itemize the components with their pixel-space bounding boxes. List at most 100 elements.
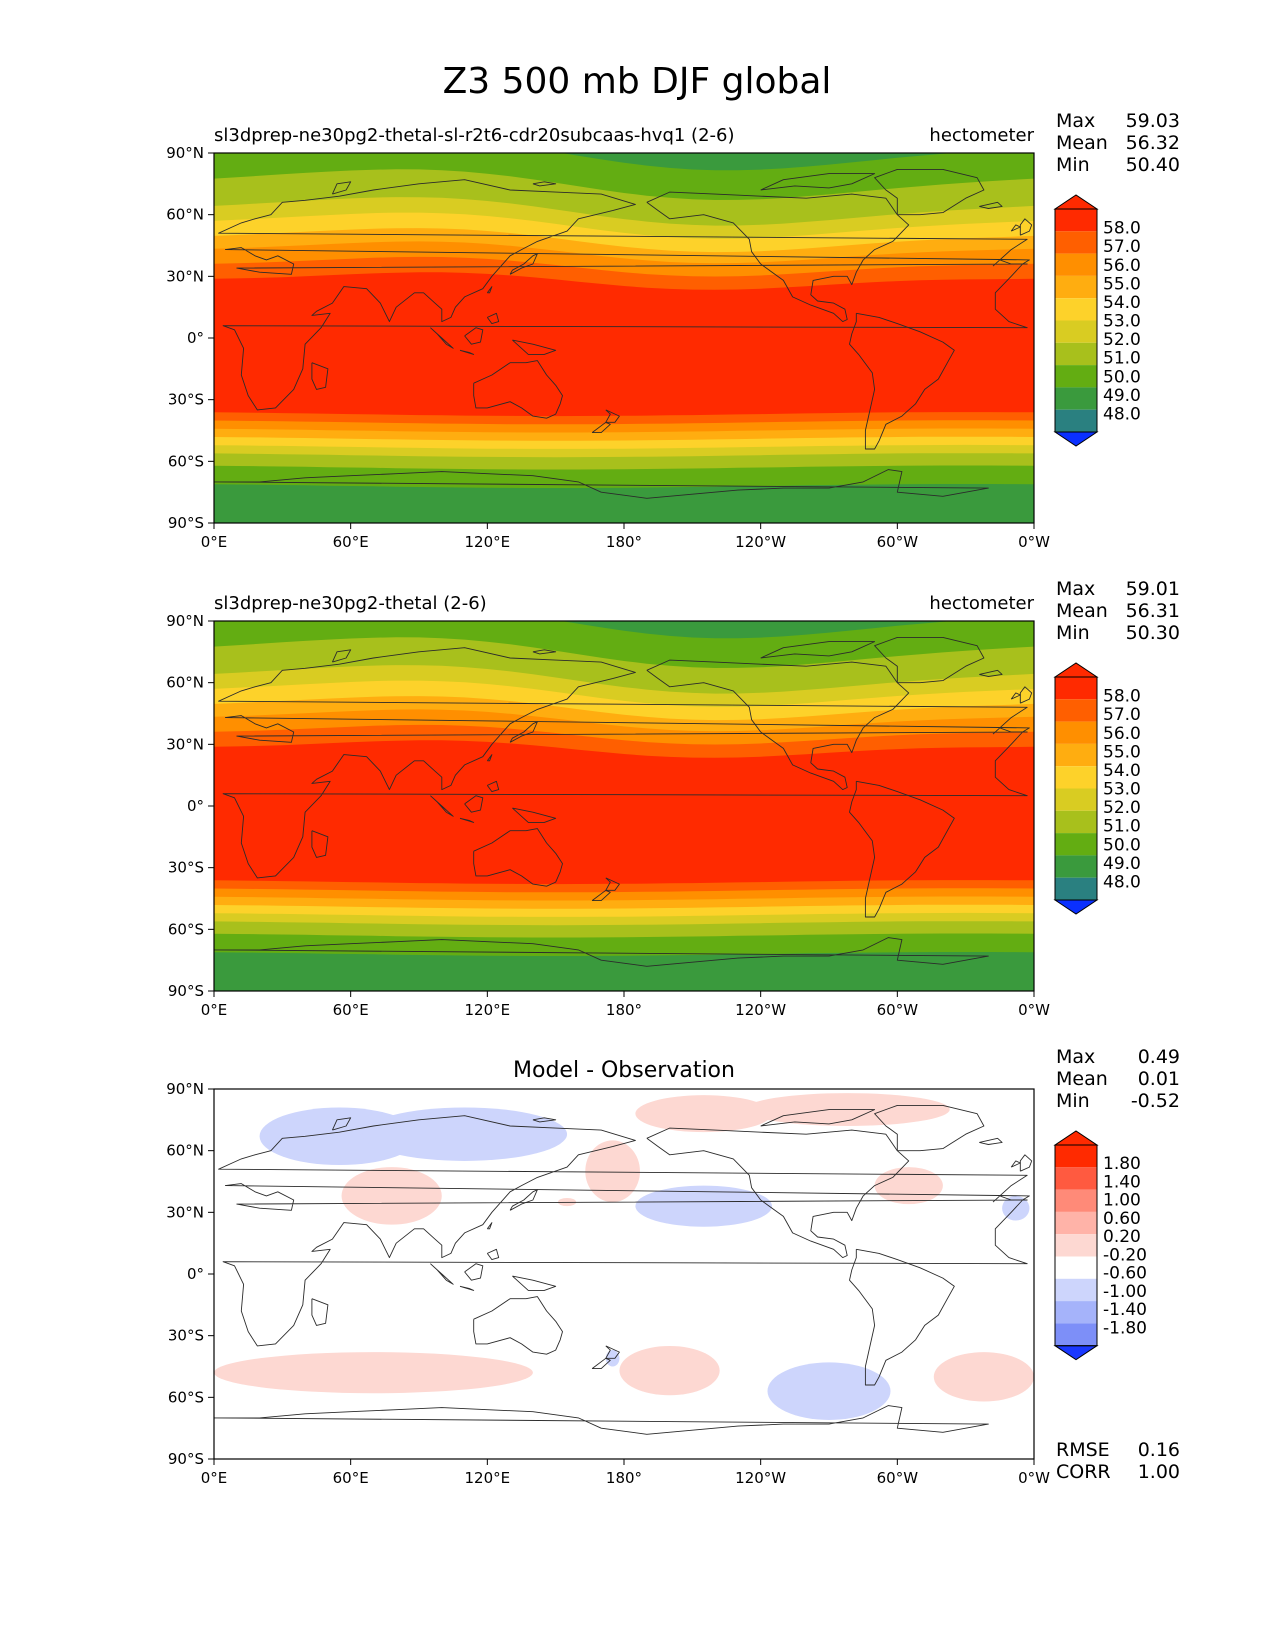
coastline	[979, 669, 1003, 677]
colorbar-extend-bottom	[1053, 899, 1099, 915]
map-field-2	[214, 621, 1034, 991]
coastline	[218, 647, 1030, 879]
x-tick-label: 120°W	[735, 1001, 786, 1019]
panel-1-title-left: sl3dprep-ne30pg2-thetal-sl-r2t6-cdr20sub…	[214, 125, 735, 146]
colorbar-label: 52.0	[1103, 330, 1141, 350]
map-field-1	[214, 153, 1034, 523]
colorbar-segment	[1055, 766, 1097, 789]
coastline	[605, 1345, 620, 1359]
x-tick-label: 0°E	[201, 1001, 228, 1019]
panel-2-title-left: sl3dprep-ne30pg2-thetal (2-6)	[214, 593, 487, 614]
y-tick-label: 60°N	[166, 674, 204, 692]
x-tick-label: 60°E	[333, 1469, 369, 1487]
coastline	[874, 1104, 985, 1152]
coastline	[459, 349, 475, 355]
positive-anomaly	[619, 1345, 720, 1396]
colorbar-2: 58.057.056.055.054.053.052.051.050.049.0…	[1053, 662, 1141, 915]
coastline	[849, 780, 955, 918]
colorbar-segment	[1055, 1234, 1097, 1257]
contour-band-south	[214, 952, 1034, 991]
stat-label-min: Min	[1056, 1090, 1090, 1112]
panel-3: Model - Observation 90°N 60°N 30°N 0° 30°S 60°…	[166, 1046, 1180, 1487]
coastline	[331, 181, 352, 195]
coastline	[486, 1222, 493, 1230]
colorbar-label: 1.00	[1103, 1191, 1141, 1211]
stat-label-max: Max	[1056, 1046, 1095, 1068]
colorbar-segment	[1055, 1167, 1097, 1190]
coastline	[979, 1137, 1003, 1145]
colorbar-segment	[1055, 810, 1097, 834]
coastline	[509, 253, 538, 275]
coastline	[591, 421, 611, 434]
positive-anomaly	[341, 1167, 442, 1225]
coastline	[874, 636, 985, 684]
y-tick-label: 90°S	[168, 1450, 204, 1468]
colorbar-segment	[1055, 298, 1097, 321]
colorbar-label: 51.0	[1103, 349, 1141, 369]
colorbar-3: 1.801.401.000.600.20-0.20-0.60-1.00-1.40…	[1053, 1130, 1147, 1361]
colorbar-segment	[1055, 231, 1097, 254]
stat-value-max: 59.01	[1126, 578, 1180, 600]
colorbar-label: 55.0	[1103, 742, 1141, 762]
positive-anomaly	[874, 1167, 943, 1205]
y-tick-label: 30°N	[166, 1203, 204, 1221]
colorbar-label: 0.60	[1103, 1209, 1141, 1229]
colorbar-segment	[1055, 253, 1097, 276]
colorbar-segment	[1055, 1323, 1097, 1346]
colorbar-extend-top	[1053, 194, 1099, 210]
colorbar-segment	[1055, 833, 1097, 856]
colorbar-label: 50.0	[1103, 835, 1141, 855]
negative-anomaly	[635, 1185, 773, 1227]
positive-anomaly	[933, 1352, 1034, 1402]
coastline	[591, 889, 611, 902]
stat-label-max: Max	[1056, 110, 1095, 132]
colorbar-label: 57.0	[1103, 237, 1141, 257]
colorbar-label: -1.80	[1103, 1318, 1147, 1338]
coastline	[509, 721, 538, 743]
colorbar-label: 1.80	[1103, 1154, 1141, 1174]
coastline	[646, 1127, 910, 1259]
y-tick-label: 30°N	[166, 735, 204, 753]
y-tick-label: 30°N	[166, 267, 204, 285]
colorbar-segment	[1055, 320, 1097, 343]
coastline	[646, 191, 910, 323]
colorbar-label: -1.00	[1103, 1282, 1147, 1302]
coastline	[464, 795, 484, 813]
colorbar-label: 56.0	[1103, 724, 1141, 744]
colorbar-label: 55.0	[1103, 274, 1141, 294]
colorbar-segment	[1055, 275, 1097, 299]
colorbar-label: -0.20	[1103, 1245, 1147, 1265]
coastline	[760, 1109, 876, 1127]
y-tick-label: 60°S	[168, 452, 204, 470]
x-tick-label: 120°E	[465, 1469, 511, 1487]
y-tick-label: 0°	[187, 329, 204, 347]
colorbar-label: 54.0	[1103, 761, 1141, 781]
panel-2-units: hectometer	[929, 593, 1034, 614]
x-tick-label: 60°E	[333, 533, 369, 551]
positive-anomaly	[214, 1352, 533, 1394]
coastline	[459, 1285, 475, 1291]
x-tick-label: 0°W	[1018, 1001, 1050, 1019]
colorbar-label: 49.0	[1103, 854, 1141, 874]
colorbar-label: -1.40	[1103, 1300, 1147, 1320]
colorbar-frame	[1054, 1144, 1098, 1347]
coastline	[979, 201, 1003, 209]
coastline	[331, 1117, 352, 1131]
coastline	[311, 362, 329, 390]
coastline	[430, 795, 454, 817]
colorbar-segment	[1055, 1145, 1097, 1168]
coastline	[486, 1248, 500, 1261]
panel-2: sl3dprep-ne30pg2-thetal (2-6) hectometer 9…	[166, 578, 1180, 1019]
coastline	[430, 1263, 454, 1285]
coastline	[311, 830, 329, 858]
stat-label-corr: CORR	[1056, 1461, 1111, 1483]
coastline	[214, 937, 989, 967]
colorbar-label: 53.0	[1103, 312, 1141, 332]
x-tick-label: 60°W	[877, 1001, 919, 1019]
coastline	[214, 1405, 989, 1435]
colorbar-segment	[1055, 409, 1097, 432]
negative-anomaly	[767, 1362, 891, 1420]
stat-value-min: -0.52	[1131, 1090, 1180, 1112]
coastline	[464, 1263, 484, 1281]
